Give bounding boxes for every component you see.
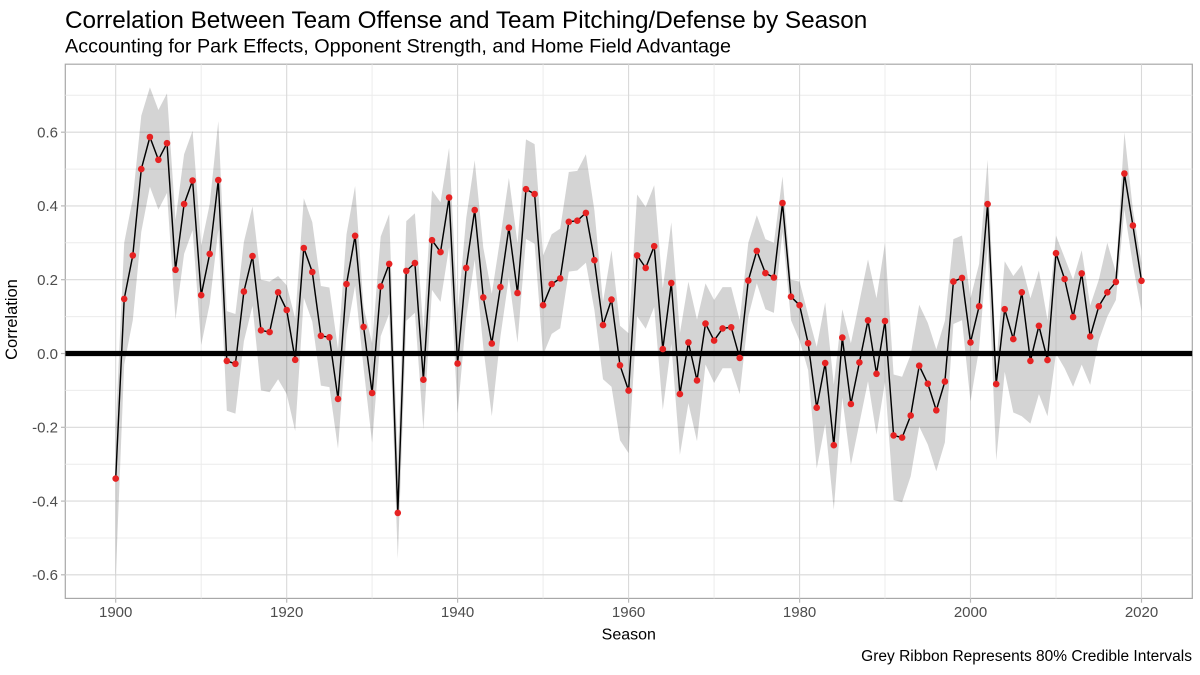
svg-text:2020: 2020 [1125, 604, 1158, 621]
svg-text:2000: 2000 [954, 604, 987, 621]
svg-text:Grey Ribbon Represents 80% Cre: Grey Ribbon Represents 80% Credible Inte… [861, 648, 1192, 665]
svg-text:1980: 1980 [783, 604, 816, 621]
svg-text:1920: 1920 [270, 604, 303, 621]
svg-text:Accounting for Park Effects, O: Accounting for Park Effects, Opponent St… [65, 36, 731, 58]
svg-text:0.2: 0.2 [37, 272, 58, 289]
svg-text:1960: 1960 [612, 604, 645, 621]
svg-text:Correlation Between Team Offen: Correlation Between Team Offense and Tea… [65, 7, 867, 34]
svg-text:1940: 1940 [441, 604, 474, 621]
svg-text:-0.6: -0.6 [32, 567, 58, 584]
svg-text:-0.2: -0.2 [32, 420, 58, 437]
svg-text:-0.4: -0.4 [32, 493, 58, 510]
svg-text:0.0: 0.0 [37, 346, 58, 363]
svg-text:0.4: 0.4 [37, 198, 58, 215]
svg-text:0.6: 0.6 [37, 125, 58, 142]
svg-text:1900: 1900 [99, 604, 132, 621]
svg-text:Season: Season [602, 627, 656, 644]
svg-text:Correlation: Correlation [3, 279, 21, 360]
